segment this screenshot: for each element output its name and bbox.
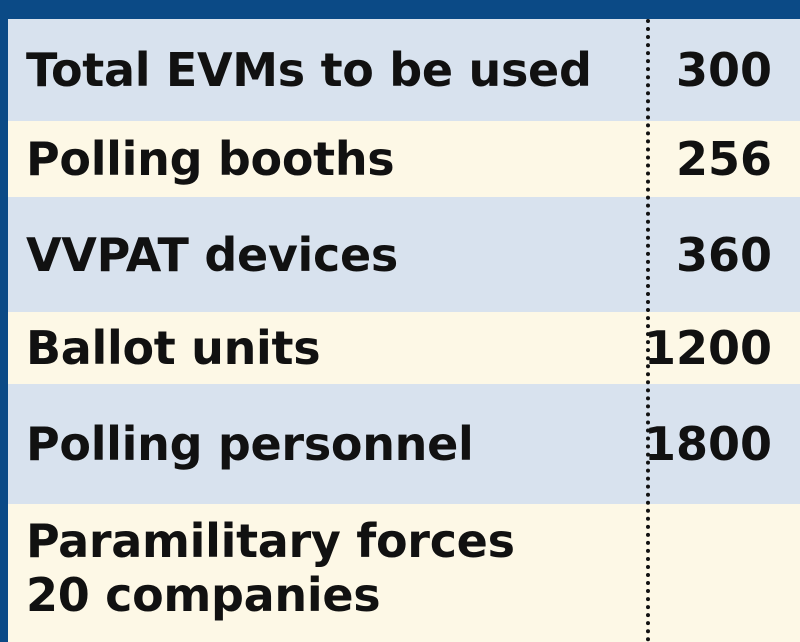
table-row: Polling booths 256: [8, 121, 800, 197]
row-label: Polling personnel: [26, 417, 474, 471]
table-row: Ballot units 1200: [8, 312, 800, 384]
row-label: Ballot units: [26, 321, 321, 375]
column-divider: [646, 19, 650, 642]
row-value: 1800: [643, 417, 772, 471]
row-label: Polling booths: [26, 132, 395, 186]
row-value: 1200: [643, 321, 772, 375]
row-label: VVPAT devices: [26, 227, 398, 282]
stats-table: Total EVMs to be used 300 Polling booths…: [8, 19, 800, 642]
row-value: 360: [675, 227, 772, 282]
row-value: 256: [675, 132, 772, 186]
table-row: Polling personnel 1800: [8, 384, 800, 504]
table-row: Total EVMs to be used 300: [8, 19, 800, 121]
row-label: Paramilitary forces 20 companies: [26, 514, 515, 622]
row-value: 300: [675, 43, 772, 97]
table-row: Paramilitary forces 20 companies: [8, 504, 800, 642]
row-label: Total EVMs to be used: [26, 43, 592, 97]
table-row: VVPAT devices 360: [8, 197, 800, 312]
